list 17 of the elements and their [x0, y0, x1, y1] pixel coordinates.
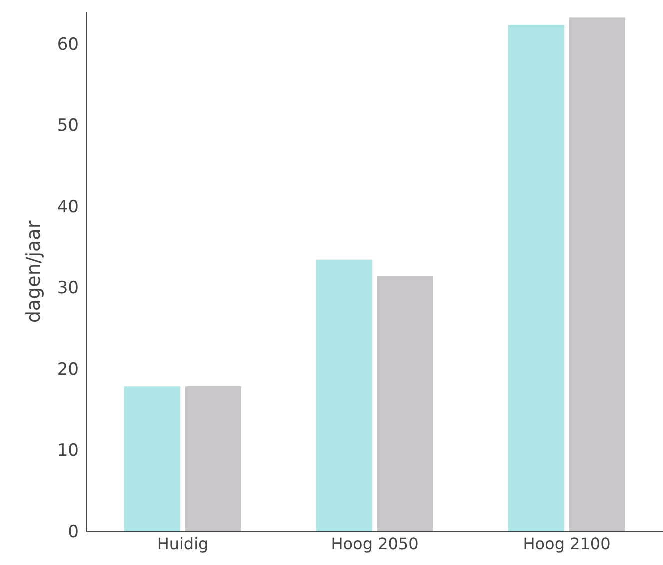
x-tick-label: Hoog 2100 [523, 534, 611, 554]
x-tick-label: Hoog 2050 [331, 534, 419, 554]
bar [124, 386, 181, 532]
y-tick-label: 50 [57, 116, 79, 136]
x-tick-label: Huidig [157, 534, 209, 554]
bar [185, 386, 242, 532]
y-tick-label: 20 [57, 360, 79, 380]
y-tick-label: 60 [57, 34, 79, 55]
bar [508, 25, 565, 532]
y-tick-label: 0 [68, 522, 79, 542]
y-tick-label: 40 [57, 197, 79, 218]
bar [377, 276, 434, 532]
y-tick-label: 10 [57, 441, 79, 462]
y-axis-title: dagen/jaar [23, 220, 45, 324]
y-tick-label: 30 [57, 278, 79, 299]
bar [569, 18, 626, 532]
bar [316, 260, 373, 532]
